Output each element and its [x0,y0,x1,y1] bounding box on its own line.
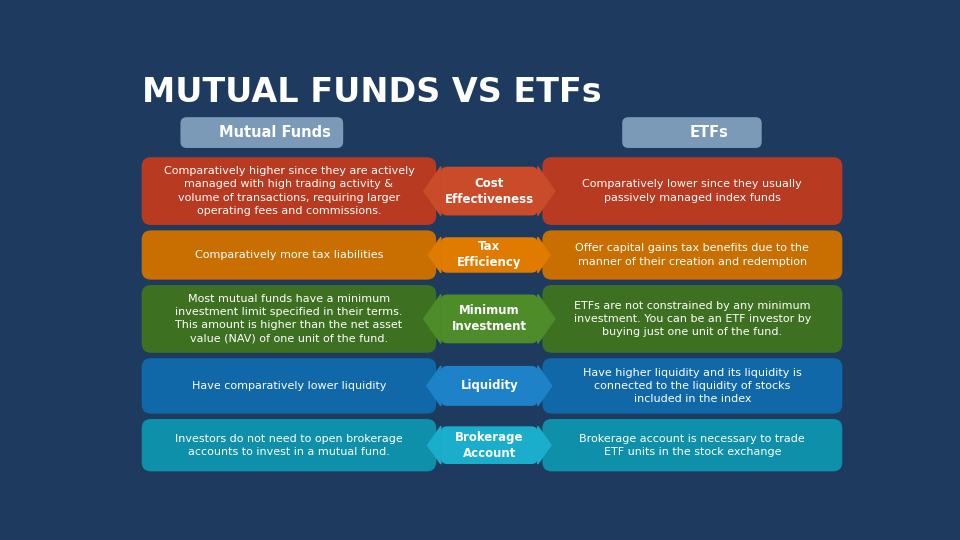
FancyBboxPatch shape [142,285,436,353]
Text: Investors do not need to open brokerage
accounts to invest in a mutual fund.: Investors do not need to open brokerage … [175,434,403,457]
FancyBboxPatch shape [441,237,538,273]
Text: Comparatively lower since they usually
passively managed index funds: Comparatively lower since they usually p… [583,179,803,202]
Text: Cost
Effectiveness: Cost Effectiveness [444,177,534,206]
Polygon shape [427,366,441,406]
Text: Comparatively higher since they are actively
managed with high trading activity : Comparatively higher since they are acti… [163,166,415,216]
FancyBboxPatch shape [622,117,761,148]
Text: Mutual Funds: Mutual Funds [219,125,331,140]
FancyBboxPatch shape [142,358,436,414]
Text: Liquidity: Liquidity [461,380,518,393]
Polygon shape [538,167,555,215]
Text: Tax
Efficiency: Tax Efficiency [457,240,521,269]
FancyBboxPatch shape [542,419,842,471]
Polygon shape [538,366,552,406]
Text: Have higher liquidity and its liquidity is
connected to the liquidity of stocks
: Have higher liquidity and its liquidity … [583,368,802,404]
Text: ETFs: ETFs [689,125,728,140]
FancyBboxPatch shape [180,117,344,148]
Polygon shape [423,294,441,343]
Text: Brokerage account is necessary to trade
ETF units in the stock exchange: Brokerage account is necessary to trade … [580,434,805,457]
Text: MUTUAL FUNDS VS ETFs: MUTUAL FUNDS VS ETFs [142,76,601,109]
FancyBboxPatch shape [441,427,538,464]
FancyBboxPatch shape [542,285,842,353]
FancyBboxPatch shape [542,231,842,280]
FancyBboxPatch shape [142,231,436,280]
Polygon shape [538,237,550,273]
Text: Comparatively more tax liabilities: Comparatively more tax liabilities [195,250,383,260]
FancyBboxPatch shape [542,358,842,414]
Polygon shape [538,427,551,464]
Polygon shape [428,237,441,273]
Polygon shape [423,167,441,215]
Text: Offer capital gains tax benefits due to the
manner of their creation and redempt: Offer capital gains tax benefits due to … [575,244,809,267]
FancyBboxPatch shape [441,167,538,215]
FancyBboxPatch shape [441,366,538,406]
Text: Brokerage
Account: Brokerage Account [455,431,523,460]
Polygon shape [538,294,555,343]
FancyBboxPatch shape [142,419,436,471]
Polygon shape [427,427,441,464]
Text: Most mutual funds have a minimum
investment limit specified in their terms.
This: Most mutual funds have a minimum investm… [176,294,402,343]
Text: Minimum
Investment: Minimum Investment [452,305,527,333]
FancyBboxPatch shape [441,294,538,343]
FancyBboxPatch shape [542,157,842,225]
Text: ETFs are not constrained by any minimum
investment. You can be an ETF investor b: ETFs are not constrained by any minimum … [574,301,811,337]
Text: Have comparatively lower liquidity: Have comparatively lower liquidity [192,381,386,391]
FancyBboxPatch shape [142,157,436,225]
